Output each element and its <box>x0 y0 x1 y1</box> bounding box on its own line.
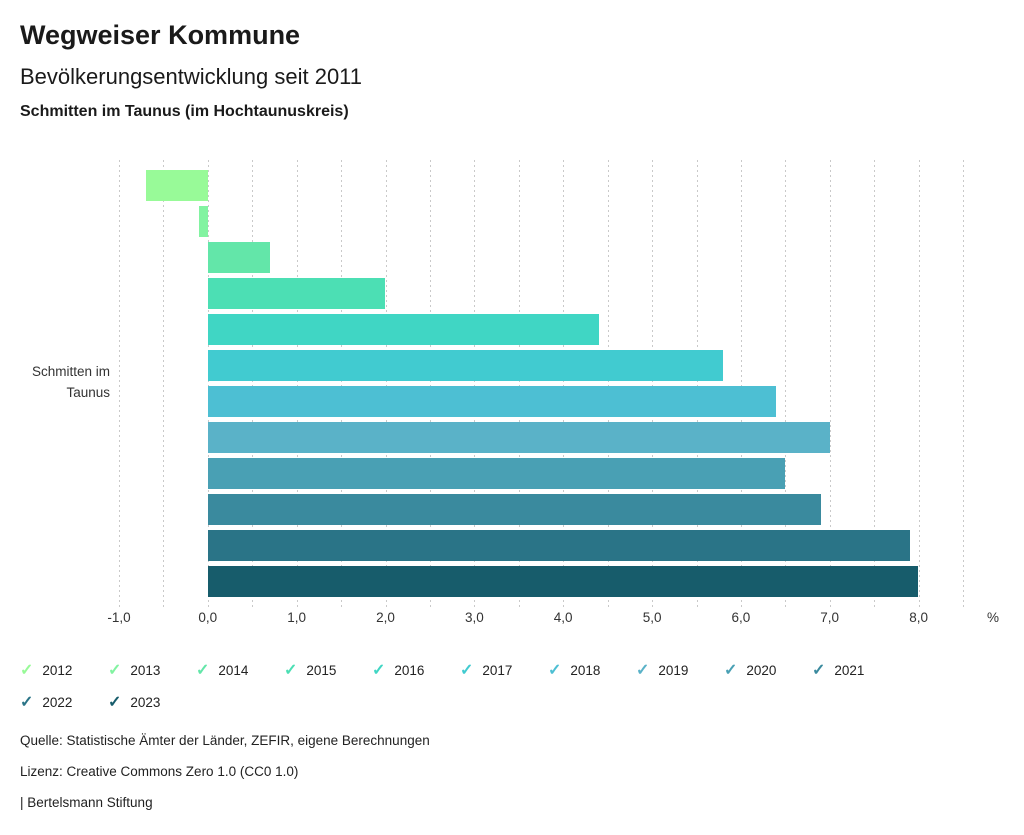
bar-2019 <box>207 421 830 454</box>
bar-2021 <box>207 493 821 526</box>
gridline <box>119 160 120 608</box>
gridline <box>252 160 254 608</box>
legend-check-icon: ✓ <box>548 662 562 679</box>
source-note: Quelle: Statistische Ämter der Länder, Z… <box>20 733 430 748</box>
legend-check-icon: ✓ <box>460 662 474 679</box>
page-title: Wegweiser Kommune <box>20 20 301 50</box>
x-tick-label: 2,0 <box>376 610 395 625</box>
legend-year-label: 2015 <box>306 662 337 678</box>
bar-2014 <box>207 241 270 274</box>
y-axis-label-line-1: Schmitten im <box>31 364 110 379</box>
y-axis-label-line-2: Taunus <box>66 385 110 400</box>
legend-check-icon: ✓ <box>636 662 650 679</box>
bar-2012 <box>145 169 208 202</box>
gridline <box>207 160 209 608</box>
legend-year-label: 2012 <box>42 662 73 678</box>
gridline <box>652 160 654 608</box>
x-tick-label: 3,0 <box>465 610 484 625</box>
x-tick-label: 7,0 <box>820 610 840 625</box>
legend-year-label: 2023 <box>130 694 161 710</box>
region-subtitle: Schmitten im Taunus (im Hochtaunuskreis) <box>20 103 349 120</box>
x-tick-label: 6,0 <box>731 610 751 625</box>
bar-2016 <box>207 313 599 346</box>
license-note: Lizenz: Creative Commons Zero 1.0 (CC0 1… <box>20 764 299 779</box>
legend-item-2019[interactable]: ✓ 2019 <box>636 654 724 686</box>
gridline <box>607 160 609 608</box>
legend-item-2015[interactable]: ✓ 2015 <box>284 654 372 686</box>
x-tick-label: 1,0 <box>287 610 307 625</box>
legend-item-2020[interactable]: ✓ 2020 <box>724 654 812 686</box>
gridline <box>829 160 831 608</box>
gridline <box>785 160 787 608</box>
chart-title: Bevölkerungsentwicklung seit 2011 <box>20 64 363 89</box>
gridline <box>918 160 920 608</box>
gridline <box>696 160 698 608</box>
legend-year-label: 2022 <box>42 694 73 710</box>
bar-2020 <box>207 457 786 490</box>
legend-check-icon: ✓ <box>284 662 298 679</box>
legend-check-icon: ✓ <box>108 694 122 711</box>
gridline <box>296 160 298 608</box>
bar-2015 <box>207 277 386 310</box>
legend-item-2023[interactable]: ✓ 2023 <box>108 686 196 718</box>
gridline <box>518 160 520 608</box>
legend-check-icon: ✓ <box>108 662 122 679</box>
x-axis-unit-label: % <box>986 610 999 625</box>
bar-2018 <box>207 385 777 418</box>
legend-check-icon: ✓ <box>724 662 738 679</box>
legend-item-2021[interactable]: ✓ 2021 <box>812 654 900 686</box>
legend-check-icon: ✓ <box>20 694 34 711</box>
legend-check-icon: ✓ <box>20 662 34 679</box>
legend-check-icon: ✓ <box>196 662 210 679</box>
legend-check-icon: ✓ <box>372 662 386 679</box>
bar-2013 <box>199 205 208 238</box>
gridline <box>740 160 742 608</box>
legend-item-2022[interactable]: ✓ 2022 <box>20 686 108 718</box>
legend-item-2014[interactable]: ✓ 2014 <box>196 654 284 686</box>
attribution-note: | Bertelsmann Stiftung <box>20 795 153 810</box>
legend-item-2018[interactable]: ✓ 2018 <box>548 654 636 686</box>
legend-year-label: 2016 <box>394 662 425 678</box>
legend-year-label: 2017 <box>482 662 513 678</box>
legend-item-2016[interactable]: ✓ 2016 <box>372 654 460 686</box>
plot-area: -1,0 0,0 1,0 2,0 3,0 4,0 5,0 6,0 7,0 8,0% <box>107 160 999 625</box>
legend: ✓ 2012 ✓ 2013 ✓ 2014 ✓ 2015 ✓ 2016 ✓ 2017 ✓ 2018 ✓ 2019… <box>20 654 906 718</box>
x-tick-label: 4,0 <box>553 610 573 625</box>
gridline <box>429 160 431 608</box>
gridline <box>563 160 565 608</box>
legend-year-label: 2021 <box>834 662 865 678</box>
legend-year-label: 2019 <box>658 662 689 678</box>
gridline <box>474 160 476 608</box>
legend-check-icon: ✓ <box>812 662 826 679</box>
legend-item-2017[interactable]: ✓ 2017 <box>460 654 548 686</box>
x-tick-label: 8,0 <box>909 610 928 625</box>
legend-year-label: 2018 <box>570 662 601 678</box>
legend-year-label: 2014 <box>218 662 249 678</box>
legend-item-2013[interactable]: ✓ 2013 <box>108 654 196 686</box>
y-axis-category-label: Schmitten im Taunus <box>0 361 110 403</box>
x-tick-label: 5,0 <box>642 610 662 625</box>
gridline <box>341 160 343 608</box>
bar-2022 <box>207 529 910 562</box>
bar-2017 <box>207 349 724 382</box>
x-tick-label: 0,0 <box>198 610 218 625</box>
legend-year-label: 2013 <box>130 662 161 678</box>
gridline <box>874 160 876 608</box>
gridline <box>385 160 387 608</box>
gridline <box>963 160 964 608</box>
x-tick-label: -1,0 <box>107 610 131 625</box>
bar-2023 <box>207 565 919 598</box>
gridline <box>163 160 165 608</box>
legend-item-2012[interactable]: ✓ 2012 <box>20 654 108 686</box>
legend-year-label: 2020 <box>746 662 777 678</box>
